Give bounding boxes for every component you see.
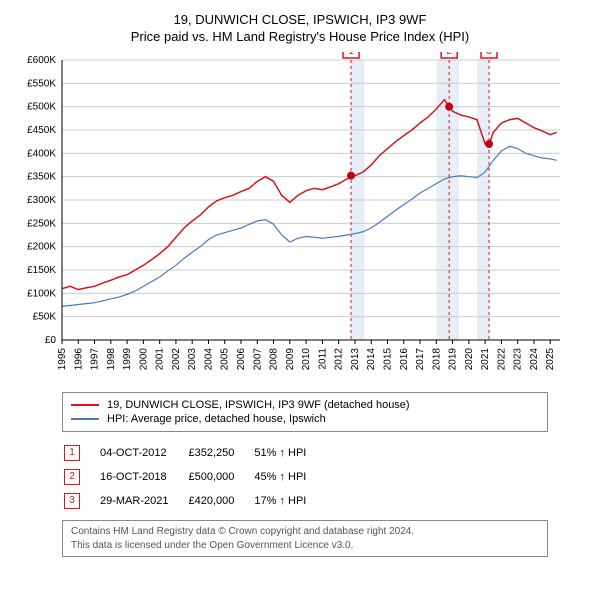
svg-text:3: 3	[486, 52, 492, 57]
svg-text:£50K: £50K	[33, 312, 57, 323]
svg-text:1: 1	[348, 52, 354, 57]
svg-text:2009: 2009	[285, 348, 296, 371]
svg-text:1999: 1999	[122, 348, 133, 371]
svg-text:£400K: £400K	[27, 148, 56, 159]
sale-date: 16-OCT-2018	[100, 466, 186, 488]
sales-table: 1 04-OCT-2012£352,25051% ↑ HPI 2 16-OCT-201…	[62, 440, 326, 514]
svg-text:2021: 2021	[480, 348, 491, 371]
svg-text:1995: 1995	[57, 348, 68, 371]
svg-text:£600K: £600K	[27, 55, 56, 66]
svg-text:2013: 2013	[350, 348, 361, 371]
page-subtitle: Price paid vs. HM Land Registry's House …	[12, 29, 588, 44]
svg-text:2011: 2011	[317, 348, 328, 370]
svg-text:2000: 2000	[138, 348, 149, 371]
sale-delta: 51% ↑ HPI	[254, 442, 324, 464]
svg-text:£350K: £350K	[27, 172, 56, 183]
svg-text:£450K: £450K	[27, 125, 56, 136]
legend-swatch	[71, 418, 99, 420]
sale-price: £352,250	[188, 442, 252, 464]
svg-text:2001: 2001	[155, 348, 166, 371]
svg-text:2: 2	[446, 52, 452, 57]
svg-text:£300K: £300K	[27, 195, 56, 206]
svg-text:2019: 2019	[448, 348, 459, 371]
svg-text:1997: 1997	[90, 348, 101, 371]
svg-text:£0: £0	[45, 335, 57, 346]
legend-swatch	[71, 404, 99, 406]
attribution-line: Contains HM Land Registry data © Crown c…	[71, 525, 539, 539]
svg-text:2023: 2023	[513, 348, 524, 371]
sale-delta: 45% ↑ HPI	[254, 466, 324, 488]
sale-price: £420,000	[188, 490, 252, 512]
svg-text:2024: 2024	[529, 348, 540, 371]
svg-text:2003: 2003	[187, 348, 198, 371]
legend-label: 19, DUNWICH CLOSE, IPSWICH, IP3 9WF (det…	[107, 399, 410, 411]
svg-text:£500K: £500K	[27, 102, 56, 113]
svg-text:2007: 2007	[252, 348, 263, 371]
svg-text:£550K: £550K	[27, 78, 56, 89]
marker-box: 1	[64, 445, 80, 461]
legend-row: HPI: Average price, detached house, Ipsw…	[71, 413, 539, 425]
svg-text:2016: 2016	[399, 348, 410, 371]
marker-box: 3	[64, 493, 80, 509]
chart-svg: £0 £50K £100K £150K £200K £250K £300K £350K £400…	[12, 52, 572, 382]
svg-text:£250K: £250K	[27, 218, 56, 229]
price-chart: £0 £50K £100K £150K £200K £250K £300K £350K £400…	[12, 52, 588, 382]
svg-text:2025: 2025	[545, 348, 556, 371]
legend: 19, DUNWICH CLOSE, IPSWICH, IP3 9WF (det…	[62, 392, 548, 432]
svg-text:1996: 1996	[73, 348, 84, 371]
svg-text:2017: 2017	[415, 348, 426, 371]
svg-text:2002: 2002	[171, 348, 182, 371]
svg-text:2014: 2014	[366, 348, 377, 371]
svg-text:2022: 2022	[496, 348, 507, 371]
svg-text:£200K: £200K	[27, 242, 56, 253]
table-row: 1 04-OCT-2012£352,25051% ↑ HPI	[64, 442, 324, 464]
svg-text:2004: 2004	[203, 348, 214, 371]
table-row: 3 29-MAR-2021£420,00017% ↑ HPI	[64, 490, 324, 512]
sale-price: £500,000	[188, 466, 252, 488]
page-title: 19, DUNWICH CLOSE, IPSWICH, IP3 9WF	[12, 12, 588, 27]
svg-text:£150K: £150K	[27, 265, 56, 276]
svg-text:£100K: £100K	[27, 288, 56, 299]
svg-text:1998: 1998	[106, 348, 117, 371]
svg-text:2005: 2005	[220, 348, 231, 371]
marker-box: 2	[64, 469, 80, 485]
attribution-line: This data is licensed under the Open Gov…	[71, 539, 539, 553]
svg-text:2012: 2012	[334, 348, 345, 371]
svg-text:2008: 2008	[269, 348, 280, 371]
sale-delta: 17% ↑ HPI	[254, 490, 324, 512]
svg-text:2020: 2020	[464, 348, 475, 371]
svg-text:2006: 2006	[236, 348, 247, 371]
table-row: 2 16-OCT-2018£500,00045% ↑ HPI	[64, 466, 324, 488]
svg-text:2010: 2010	[301, 348, 312, 371]
attribution: Contains HM Land Registry data © Crown c…	[62, 520, 548, 557]
sale-date: 29-MAR-2021	[100, 490, 186, 512]
legend-row: 19, DUNWICH CLOSE, IPSWICH, IP3 9WF (det…	[71, 399, 539, 411]
sale-date: 04-OCT-2012	[100, 442, 186, 464]
svg-text:2018: 2018	[431, 348, 442, 371]
svg-text:2015: 2015	[382, 348, 393, 371]
legend-label: HPI: Average price, detached house, Ipsw…	[107, 413, 326, 425]
